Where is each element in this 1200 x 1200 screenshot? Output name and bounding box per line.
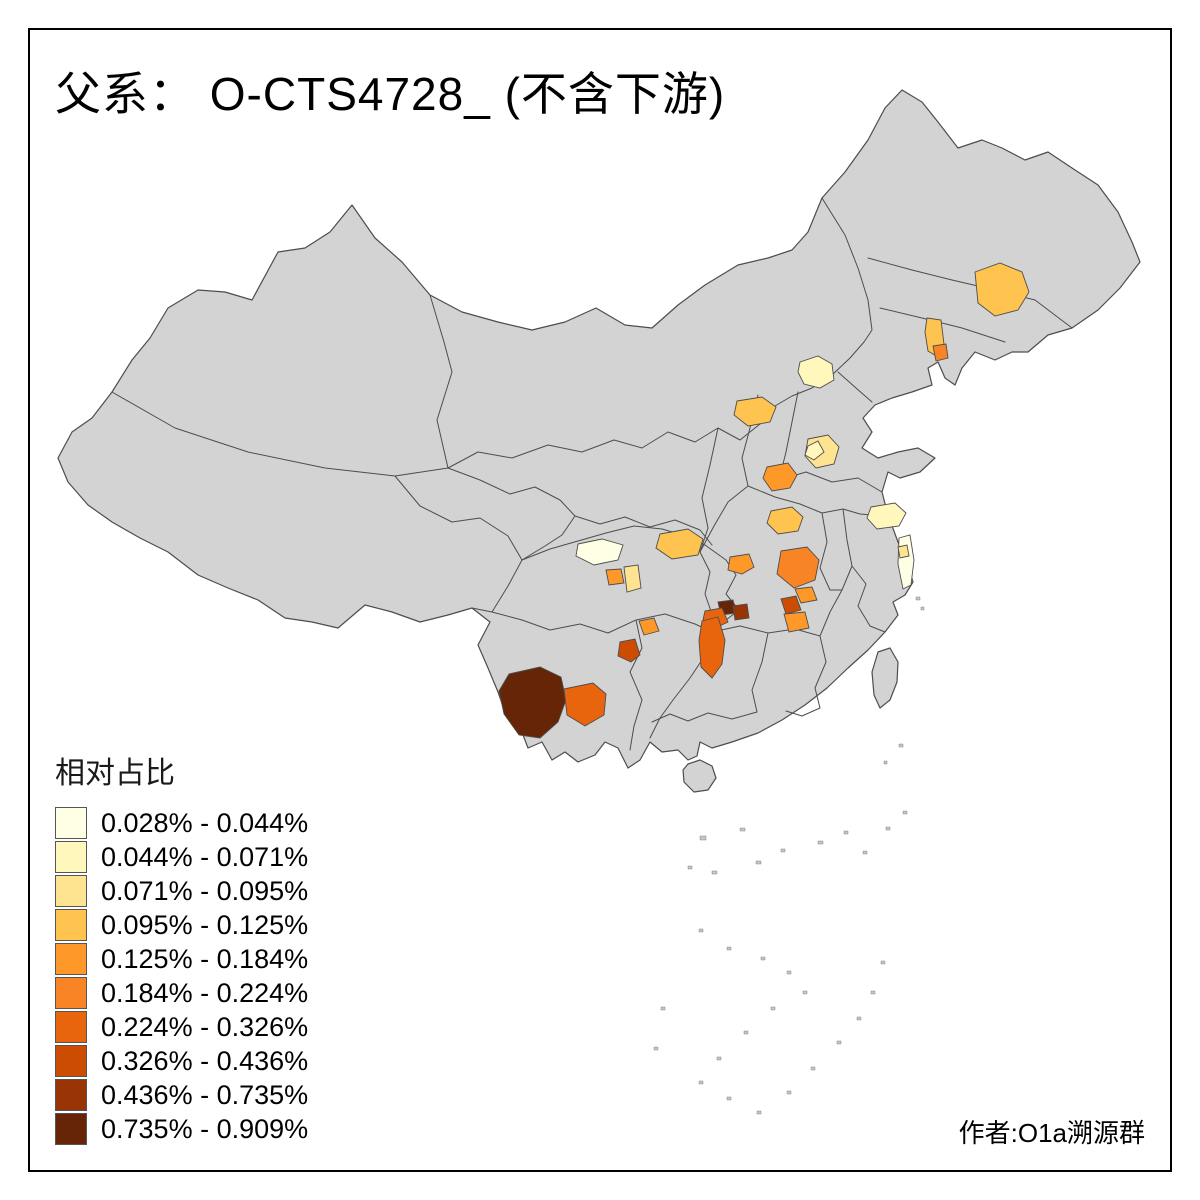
region-jiangxi-north-dark xyxy=(780,595,802,615)
region-jiangsu-coast-spot xyxy=(897,544,910,559)
legend-label-2: 0.071% - 0.095% xyxy=(101,875,309,906)
legend-swatch-4 xyxy=(55,943,87,975)
legend-row-0: 0.028% - 0.044% xyxy=(55,806,308,840)
legend-label-8: 0.436% - 0.735% xyxy=(101,1079,309,1110)
mainland xyxy=(57,89,1141,769)
region-sichuan-south-small xyxy=(605,568,625,586)
legend-title: 相对占比 xyxy=(55,757,175,790)
legend-label-3: 0.095% - 0.125% xyxy=(101,909,309,940)
region-sichuan-pale-small xyxy=(623,564,642,593)
legend-row-8: 0.436% - 0.735% xyxy=(55,1078,308,1112)
south-china-sea-islands xyxy=(653,596,925,1115)
legend-swatch-1 xyxy=(55,841,87,873)
region-jiangxi-north-mid-a xyxy=(794,586,818,604)
islands xyxy=(653,596,925,1115)
region-henan-north xyxy=(762,462,798,492)
province-border-lines-east xyxy=(747,471,886,637)
plot-border xyxy=(28,28,1172,1172)
region-hebei-south-b xyxy=(804,440,825,461)
legend-row-5: 0.184% - 0.224% xyxy=(55,976,308,1010)
legend-row-2: 0.071% - 0.095% xyxy=(55,874,308,908)
highlighted-regions xyxy=(498,262,1030,739)
region-jiangsu-north xyxy=(866,502,907,530)
legend-swatch-3 xyxy=(55,909,87,941)
region-shanxi-center xyxy=(733,396,777,427)
region-yunnan-east-orange xyxy=(563,682,607,727)
legend-swatch-0 xyxy=(55,807,87,839)
region-sichuan-chengdu xyxy=(655,528,704,560)
province-border-lines-south xyxy=(491,485,827,751)
legend-label-1: 0.044% - 0.071% xyxy=(101,841,309,872)
legend-label-5: 0.184% - 0.224% xyxy=(101,977,309,1008)
hainan-island xyxy=(682,759,717,793)
taiwan-island xyxy=(871,647,899,709)
legend-rows: 0.028% - 0.044% 0.044% - 0.071% 0.071% - 0… xyxy=(55,806,308,1146)
region-henan-south xyxy=(766,506,804,535)
legend-row-1: 0.044% - 0.071% xyxy=(55,840,308,874)
region-hubei-center xyxy=(776,546,820,589)
legend-swatch-7 xyxy=(55,1045,87,1077)
legend-row-7: 0.326% - 0.436% xyxy=(55,1044,308,1078)
province-border-lines-west xyxy=(111,294,713,613)
legend-swatch-6 xyxy=(55,1011,87,1043)
legend-row-9: 0.735% - 0.909% xyxy=(55,1112,308,1146)
province-borders xyxy=(111,197,1073,751)
region-guizhou-south-dark xyxy=(617,638,641,663)
region-liaoning-south-small xyxy=(932,343,949,362)
region-heilongjiang-east xyxy=(974,262,1030,317)
legend-label-6: 0.224% - 0.326% xyxy=(101,1011,309,1042)
legend-label-9: 0.735% - 0.909% xyxy=(101,1113,309,1144)
region-guangxi-northeast-small xyxy=(638,617,660,636)
legend-swatch-2 xyxy=(55,875,87,907)
region-sichuan-west-pale xyxy=(575,538,624,566)
legend-swatch-5 xyxy=(55,977,87,1009)
region-dongting-dark-b xyxy=(732,603,750,621)
legend-label-0: 0.028% - 0.044% xyxy=(101,807,309,838)
legend-label-4: 0.125% - 0.184% xyxy=(101,943,309,974)
legend-swatch-8 xyxy=(55,1079,87,1111)
province-border-lines-north xyxy=(447,197,1073,553)
legend-swatch-9 xyxy=(55,1113,87,1145)
page-title: 父系： O-CTS4728_ (不含下游) xyxy=(55,68,726,120)
legend-label-7: 0.326% - 0.436% xyxy=(101,1045,309,1076)
legend-row-6: 0.224% - 0.326% xyxy=(55,1010,308,1044)
region-jiangxi-north-mid-b xyxy=(783,611,810,633)
legend-row-3: 0.095% - 0.125% xyxy=(55,908,308,942)
mainland-shape xyxy=(57,89,1141,769)
region-yunnan-west-dark xyxy=(498,666,567,739)
region-beijing-area xyxy=(797,355,835,389)
region-chongqing xyxy=(727,553,755,575)
legend: 相对占比 0.028% - 0.044% 0.044% - 0.071% 0.071… xyxy=(55,748,308,1146)
legend-row-4: 0.125% - 0.184% xyxy=(55,942,308,976)
author-credit: 作者:O1a溯源群 xyxy=(958,1118,1145,1148)
region-hunan-center-strip xyxy=(698,616,726,679)
